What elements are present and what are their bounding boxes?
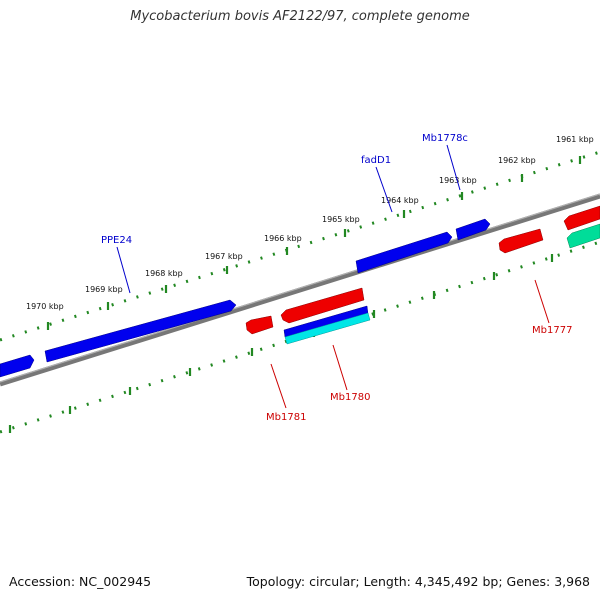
ruler-label: 1970 kbp xyxy=(26,302,64,311)
ruler-label: 1969 kbp xyxy=(85,285,123,294)
ruler-label: 1962 kbp xyxy=(498,156,536,165)
ruler-label: 1961 kbp xyxy=(556,135,594,144)
gene-Mb1777[interactable] xyxy=(498,228,544,254)
genome-summary: Topology: circular; Length: 4,345,492 bp… xyxy=(246,574,590,589)
ruler-forward xyxy=(0,150,600,342)
gene-red-edge[interactable] xyxy=(563,205,600,231)
ruler-label: 1967 kbp xyxy=(205,252,243,261)
ruler-label: 1964 kbp xyxy=(381,196,419,205)
forward-genes xyxy=(0,218,491,378)
gene-label-Mb1780[interactable]: Mb1780 xyxy=(330,392,370,403)
gene-forward[interactable] xyxy=(0,354,35,378)
gene-fadD1[interactable] xyxy=(355,231,453,274)
gene-labels: PPE24 fadD1 Mb1778c Mb1781 Mb1780 Mb1777 xyxy=(101,133,572,423)
reverse-genes xyxy=(245,205,600,345)
label-leaders xyxy=(116,144,550,409)
gene-label-PPE24[interactable]: PPE24 xyxy=(101,235,132,246)
ruler-label: 1965 kbp xyxy=(322,215,360,224)
ruler-label: 1966 kbp xyxy=(264,234,302,243)
gene-label-Mb1777[interactable]: Mb1777 xyxy=(532,325,572,336)
accession-label: Accession: NC_002945 xyxy=(9,574,152,589)
ruler-label: 1968 kbp xyxy=(145,269,183,278)
gene-label-Mb1778c[interactable]: Mb1778c xyxy=(422,133,468,144)
map-title: Mycobacterium bovis AF2122/97, complete … xyxy=(130,9,470,24)
ruler-major-ticks xyxy=(46,156,582,330)
gene-Mb1780[interactable] xyxy=(280,287,365,324)
gene-cyan-stripe[interactable] xyxy=(284,312,371,345)
gene-teal-edge[interactable] xyxy=(566,223,600,249)
ruler-reverse xyxy=(0,240,600,434)
gene-label-Mb1781[interactable]: Mb1781 xyxy=(266,412,306,423)
genome-backbone-highlight xyxy=(0,193,600,383)
gene-Mb1778c[interactable] xyxy=(455,218,491,241)
genome-backbone xyxy=(0,193,600,387)
gene-PPE24[interactable] xyxy=(44,299,237,363)
ruler-labels: 1970 kbp 1969 kbp 1968 kbp 1967 kbp 1966… xyxy=(26,135,594,311)
ruler-label: 1963 kbp xyxy=(439,176,477,185)
gene-label-fadD1[interactable]: fadD1 xyxy=(361,155,391,166)
gene-Mb1781[interactable] xyxy=(245,315,274,335)
